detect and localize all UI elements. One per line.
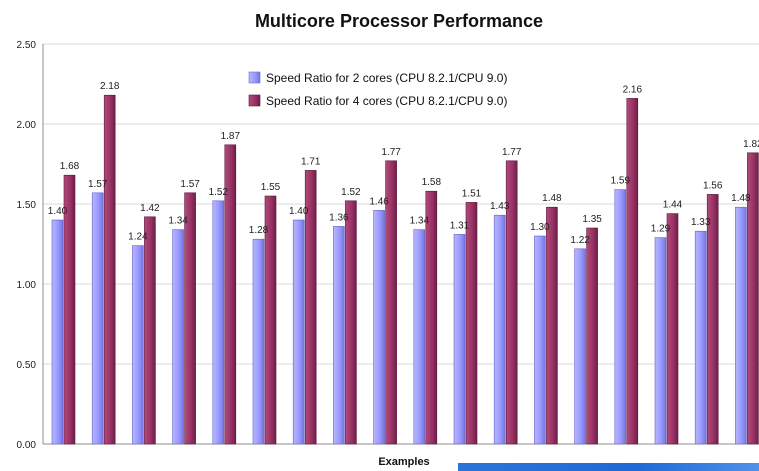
bar-2-cores (373, 210, 385, 445)
legend: Speed Ratio for 2 cores (CPU 8.2.1/CPU 9… (248, 71, 507, 108)
data-label-2-cores: 1.34 (410, 216, 430, 227)
bar-4-cores (425, 190, 438, 445)
legend-swatch-2-cores (248, 71, 261, 84)
bar-4-cores (546, 206, 558, 445)
data-label-4-cores: 1.82 (743, 139, 759, 150)
data-label-4-cores: 1.44 (663, 200, 683, 211)
data-label-4-cores: 1.56 (703, 180, 723, 191)
data-label-2-cores: 1.33 (691, 217, 711, 228)
bar-4-cores (304, 170, 317, 445)
y-tick-label: 2.50 (17, 40, 37, 51)
legend-label-2-cores: Speed Ratio for 2 cores (CPU 8.2.1/CPU 9… (266, 71, 507, 85)
bar-4-cores (385, 160, 397, 445)
bar-4-cores (505, 160, 518, 445)
bar-2-cores (614, 189, 627, 445)
data-label-2-cores: 1.31 (450, 220, 470, 231)
bar-4-cores (706, 194, 719, 445)
data-labels-layer: 1.40 1.68 1.57 2.18 1.24 1.42 1.34 1.57 1.52 1.87… (48, 81, 759, 246)
data-label-2-cores: 1.34 (168, 216, 188, 227)
data-label-2-cores: 1.57 (88, 179, 108, 190)
data-label-4-cores: 1.71 (301, 156, 321, 167)
data-label-2-cores: 1.29 (651, 224, 671, 235)
bars-layer (51, 94, 759, 445)
data-label-4-cores: 1.51 (462, 188, 482, 199)
bar-4-cores (103, 94, 116, 445)
bar-4-cores (465, 202, 478, 445)
bar-4-cores (666, 213, 679, 445)
bar-2-cores (654, 237, 667, 445)
y-tick-label: 0.00 (17, 440, 37, 451)
bar-4-cores (63, 174, 76, 445)
data-label-4-cores: 1.68 (60, 161, 80, 172)
x-axis-label: Examples (378, 456, 429, 468)
legend-label-4-cores: Speed Ratio for 4 cores (CPU 8.2.1/CPU 9… (266, 94, 507, 108)
bar-2-cores (413, 229, 426, 445)
y-tick-label: 1.50 (17, 200, 37, 211)
data-label-2-cores: 1.46 (369, 196, 389, 207)
bar-4-cores (747, 152, 759, 445)
bar-4-cores (184, 192, 196, 445)
axis-layer: 0.00 0.50 1.00 1.50 2.00 2.50 (17, 40, 759, 451)
data-label-4-cores: 1.52 (341, 187, 361, 198)
data-label-4-cores: 2.18 (100, 81, 120, 92)
data-label-2-cores: 1.40 (48, 206, 68, 217)
y-tick-label: 0.50 (17, 360, 37, 371)
bar-2-cores (132, 245, 144, 445)
data-label-4-cores: 1.77 (502, 147, 522, 158)
bar-2-cores (212, 200, 225, 445)
bar-2-cores (574, 248, 586, 445)
data-label-4-cores: 1.35 (582, 214, 602, 225)
data-label-4-cores: 1.55 (261, 182, 281, 193)
bar-2-cores (493, 214, 506, 445)
bar-2-cores (735, 206, 747, 445)
bar-4-cores (264, 195, 277, 445)
data-label-2-cores: 1.24 (128, 232, 148, 243)
bar-4-cores (626, 98, 639, 445)
bar-2-cores (292, 219, 305, 445)
bar-2-cores (453, 234, 466, 445)
data-label-2-cores: 1.30 (530, 222, 550, 233)
data-label-4-cores: 1.57 (180, 179, 200, 190)
bar-2-cores (252, 238, 265, 445)
data-label-2-cores: 1.43 (490, 201, 510, 212)
bar-4-cores (586, 227, 598, 445)
bar-2-cores (91, 192, 104, 445)
legend-swatch-4-cores (248, 94, 261, 107)
data-label-4-cores: 1.87 (221, 131, 241, 142)
bar-2-cores (51, 219, 64, 445)
data-label-4-cores: 1.77 (381, 147, 401, 158)
bar-2-cores (694, 230, 707, 445)
bar-2-cores (333, 226, 345, 445)
chart-title: Multicore Processor Performance (255, 11, 543, 31)
data-label-4-cores: 2.16 (623, 84, 643, 95)
data-label-2-cores: 1.48 (731, 193, 751, 204)
data-label-4-cores: 1.48 (542, 193, 562, 204)
data-label-2-cores: 1.59 (611, 176, 631, 187)
data-label-2-cores: 1.52 (209, 187, 229, 198)
bar-4-cores (144, 216, 156, 445)
bar-4-cores (224, 144, 237, 445)
bottom-right-blue-strip (458, 463, 759, 471)
data-label-2-cores: 1.28 (249, 225, 269, 236)
data-label-2-cores: 1.40 (289, 206, 309, 217)
bar-2-cores (172, 229, 184, 445)
data-label-4-cores: 1.58 (422, 177, 442, 188)
bar-2-cores (534, 235, 546, 445)
y-tick-label: 1.00 (17, 280, 37, 291)
y-tick-label: 2.00 (17, 120, 37, 131)
data-label-2-cores: 1.36 (329, 212, 349, 223)
data-label-4-cores: 1.42 (140, 203, 160, 214)
bar-4-cores (345, 200, 357, 445)
data-label-2-cores: 1.22 (570, 235, 590, 246)
